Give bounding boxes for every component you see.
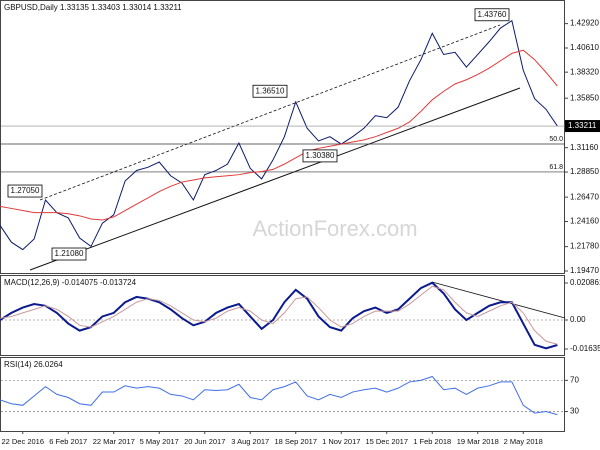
annotation-box (252, 84, 288, 98)
annotation-label: 1.27050 (11, 186, 40, 195)
y-tick-label: 70 (570, 375, 579, 384)
y-tick-label: 1.40610 (570, 43, 599, 52)
macd-trend-line (431, 281, 566, 319)
y-tick-label: 1.31160 (570, 143, 599, 152)
annotation-label: 1.21080 (55, 249, 84, 258)
panel-title: RSI(14) 26.0264 (4, 360, 63, 369)
annotation-box (302, 149, 338, 163)
annotation-box (51, 247, 87, 261)
annotation-label: 1.43760 (478, 10, 507, 19)
current-price-box (565, 120, 600, 133)
trend-line (29, 87, 521, 271)
y-tick-label: 1.42920 (570, 19, 599, 28)
x-tick-label: 2 May 2018 (504, 437, 543, 446)
x-tick-label: 18 Sep 2017 (274, 437, 317, 446)
rsi-panel (0, 357, 565, 432)
price-panel (0, 0, 565, 274)
x-tick-label: 1 Nov 2017 (322, 437, 360, 446)
series-line (0, 49, 558, 221)
x-tick-label: 1 Feb 2018 (413, 437, 451, 446)
annotation-box (474, 8, 510, 22)
annotation-label: 1.30380 (306, 151, 335, 160)
y-tick-label: 1.19470 (570, 266, 599, 275)
x-tick-label: 22 Dec 2016 (1, 437, 44, 446)
y-tick-label: 1.35850 (570, 93, 599, 102)
fib-label: 61.8 (549, 164, 563, 171)
series-line (0, 281, 558, 350)
annotation-label: 1.36510 (256, 86, 285, 95)
y-tick-label: 1.28850 (570, 167, 599, 176)
y-tick-label: 1.26470 (570, 192, 599, 201)
series-line (0, 19, 558, 251)
y-tick-label: 0.00 (570, 315, 586, 324)
current-price-label: 1.33211 (568, 121, 597, 130)
annotation-box (7, 184, 43, 198)
y-tick-label: 1.38320 (570, 67, 599, 76)
x-tick-label: 15 Dec 2017 (365, 437, 408, 446)
x-tick-label: 19 Mar 2018 (457, 437, 499, 446)
x-tick-label: 6 Feb 2017 (49, 437, 87, 446)
fib-label: 50.0 (549, 136, 563, 143)
x-tick-label: 20 Jun 2017 (184, 437, 225, 446)
macd-panel (0, 275, 565, 356)
x-tick-label: 5 May 2017 (140, 437, 179, 446)
y-tick-label: 1.24160 (570, 217, 599, 226)
x-tick-label: 3 Aug 2017 (231, 437, 269, 446)
panel-title: GBPUSD,Daily 1.33135 1.33403 1.33014 1.3… (4, 3, 182, 12)
y-tick-label: 1.21780 (570, 242, 599, 251)
y-tick-label: 0.020861 (570, 278, 600, 287)
series-line (0, 285, 558, 345)
panel-title: MACD(12,26,9) -0.014075 -0.013724 (4, 278, 137, 287)
series-line (0, 375, 558, 416)
y-tick-label: -0.016357 (570, 344, 600, 353)
x-tick-label: 22 Mar 2017 (93, 437, 135, 446)
y-tick-label: 30 (570, 407, 579, 416)
watermark: ActionForex.com (252, 216, 417, 241)
